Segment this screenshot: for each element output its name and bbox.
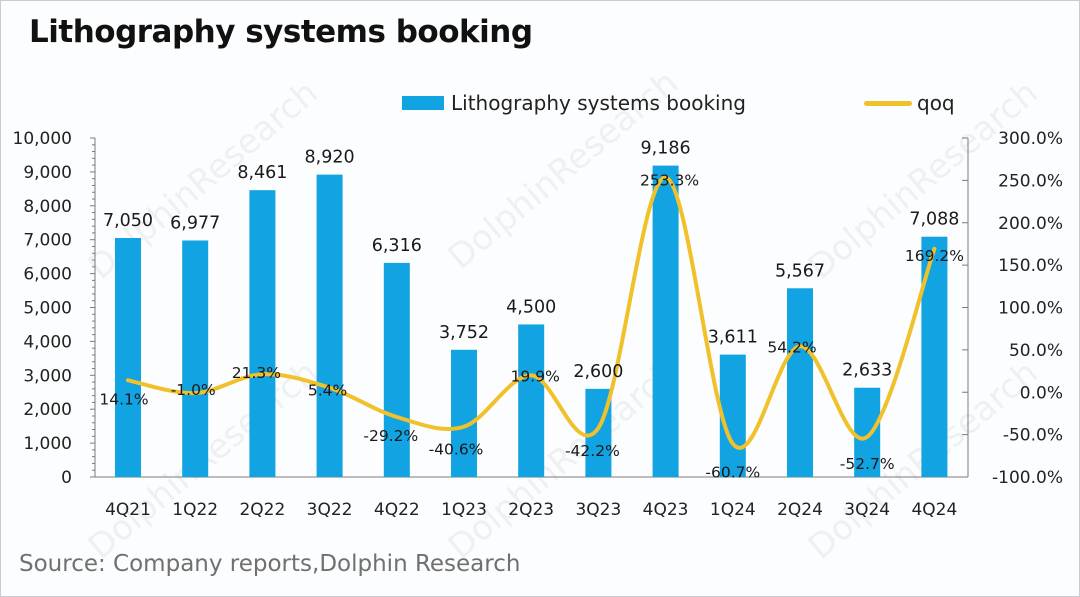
bar-data-label: 2,600	[573, 362, 623, 382]
line-data-label: -40.6%	[429, 441, 484, 459]
x-axis-tick-label: 2Q22	[239, 500, 285, 520]
x-axis-tick-label: 4Q21	[105, 500, 151, 520]
bar-data-label: 6,977	[170, 213, 220, 233]
left-axis-tick-label: 7,000	[23, 231, 72, 251]
bar-series	[115, 165, 948, 477]
bar	[854, 387, 881, 477]
bar-data-label: 9,186	[641, 139, 691, 159]
bar-data-label: 7,088	[909, 210, 959, 230]
left-axis: 0 1,000 2,000 3,000 4,000 5,000 6,000 7,000 8,00…	[13, 129, 96, 488]
right-axis: -100.0% -50.0% 0.0% 50.0% 100.0% 150.0% 200.0%…	[962, 129, 1063, 488]
left-axis-tick-label: 1,000	[23, 434, 72, 454]
bar	[652, 165, 679, 477]
bar	[249, 190, 276, 477]
line-data-label: -1.0%	[171, 381, 216, 399]
x-axis-tick-label: 3Q22	[307, 500, 353, 520]
line-data-label: 19.9%	[511, 367, 560, 385]
left-axis-tick-label: 5,000	[23, 299, 72, 319]
bar-data-label: 6,316	[372, 236, 422, 256]
bar	[787, 288, 813, 477]
x-axis-tick-label: 4Q23	[643, 500, 689, 520]
bar-data-label: 8,461	[237, 163, 287, 183]
line-data-label: 169.2%	[905, 247, 964, 265]
bar	[316, 174, 343, 477]
bar-data-label: 2,633	[842, 361, 892, 381]
left-axis-tick-label: 8,000	[23, 197, 72, 217]
chart-title: Lithography systems booking	[29, 14, 533, 50]
qoq-line-series	[126, 175, 937, 450]
left-axis-tick-label: 10,000	[13, 129, 72, 149]
x-axis-tick-label: 2Q24	[777, 500, 823, 520]
bar-data-labels: 7,050 6,977 8,461 8,920 6,316 3,752 4,500 2,600…	[103, 139, 960, 382]
qoq-line	[126, 175, 937, 450]
bar	[719, 354, 746, 477]
left-axis-tick-label: 6,000	[23, 265, 72, 285]
left-axis-tick-label: 0	[61, 468, 72, 488]
line-data-label: -52.7%	[840, 455, 895, 473]
line-data-label: 14.1%	[99, 390, 148, 408]
bar	[451, 349, 477, 477]
right-axis-tick-label: 300.0%	[998, 129, 1063, 149]
legend-swatch-bar	[402, 96, 444, 110]
x-axis-tick-label: 4Q24	[911, 500, 957, 520]
line-data-label: -29.2%	[363, 427, 418, 445]
left-axis-tick-label: 4,000	[23, 332, 72, 352]
right-axis-tick-label: -50.0%	[1003, 426, 1063, 446]
line-data-label: 54.2%	[767, 338, 816, 356]
right-axis-tick-label: 100.0%	[998, 299, 1063, 319]
bar-data-label: 4,500	[506, 297, 556, 317]
x-axis-tick-label: 4Q22	[374, 500, 420, 520]
line-data-labels: 14.1% -1.0% 21.3% 5.4% -29.2% -40.6% 19.9% -42.…	[99, 172, 964, 482]
x-axis-tick-label: 3Q23	[575, 500, 621, 520]
left-axis-tick-label: 9,000	[23, 163, 72, 183]
line-data-label: 21.3%	[232, 364, 281, 382]
legend-label-bookings: Lithography systems booking	[451, 91, 746, 115]
legend-item-qoq: qoq	[864, 88, 955, 118]
line-data-label: -42.2%	[565, 442, 620, 460]
bar	[518, 324, 545, 477]
line-data-label: 253.3%	[640, 172, 699, 190]
x-axis-tick-label: 1Q24	[710, 500, 756, 520]
legend-label-qoq: qoq	[917, 91, 955, 115]
right-axis-tick-label: 0.0%	[1020, 383, 1063, 403]
bar	[115, 238, 141, 477]
bar-data-label: 3,752	[439, 323, 489, 343]
right-axis-tick-label: 250.0%	[998, 171, 1063, 191]
left-axis-tick-label: 2,000	[23, 400, 72, 420]
right-axis-tick-label: 200.0%	[998, 214, 1063, 234]
bar	[383, 262, 410, 477]
x-axis-tick-label: 1Q22	[172, 500, 218, 520]
x-axis: 4Q21 1Q22 2Q22 3Q22 4Q22 1Q23 2Q23 3Q23 4Q23 1Q24…	[95, 476, 968, 520]
left-axis-tick-label: 3,000	[23, 366, 72, 386]
bar-data-label: 3,611	[708, 328, 758, 348]
line-data-label: -60.7%	[705, 464, 760, 482]
bar-data-label: 5,567	[775, 261, 825, 281]
bar	[182, 240, 209, 477]
right-axis-tick-label: 50.0%	[1009, 341, 1063, 361]
x-axis-tick-label: 3Q24	[844, 500, 890, 520]
x-axis-tick-label: 1Q23	[441, 500, 487, 520]
right-axis-tick-label: -100.0%	[992, 468, 1063, 488]
source-note: Source: Company reports,Dolphin Research	[19, 551, 521, 577]
bar-data-label: 8,920	[305, 148, 355, 168]
bar-data-label: 7,050	[103, 211, 153, 231]
legend-item-bookings: Lithography systems booking	[402, 88, 746, 118]
line-data-label: 5.4%	[308, 382, 347, 400]
legend-swatch-line	[864, 100, 912, 106]
x-axis-tick-label: 2Q23	[508, 500, 554, 520]
right-axis-tick-label: 150.0%	[998, 256, 1063, 276]
